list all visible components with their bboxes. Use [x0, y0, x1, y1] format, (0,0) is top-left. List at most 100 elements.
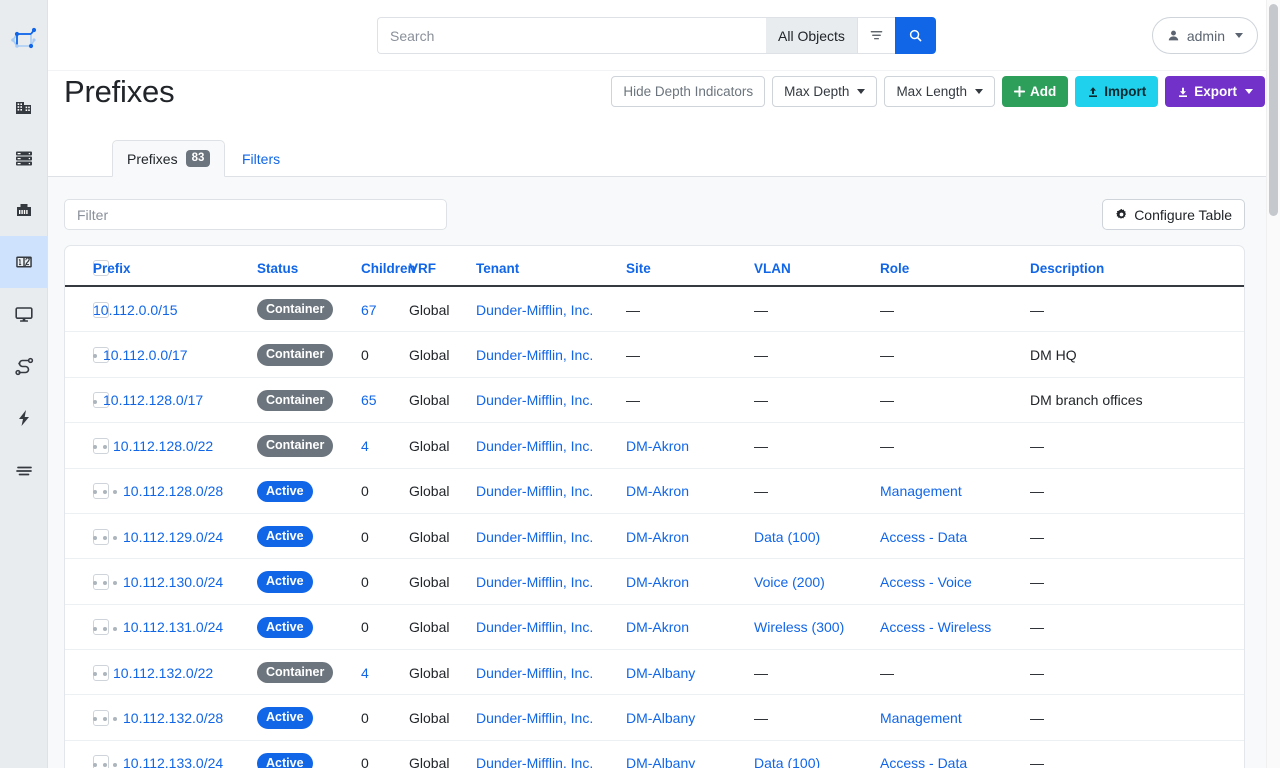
- cell-role-link[interactable]: Access - Data: [880, 755, 968, 768]
- search-filter-button[interactable]: [856, 17, 895, 54]
- configure-table-button[interactable]: Configure Table: [1102, 199, 1245, 230]
- cell-vlan-link[interactable]: Data (100): [754, 755, 821, 768]
- object-scope-select[interactable]: All Objects: [766, 17, 857, 54]
- sidebar-item-devices[interactable]: [0, 132, 47, 184]
- cell-tenant-link[interactable]: Dunder-Mifflin, Inc.: [476, 573, 594, 590]
- column-header-site[interactable]: Site: [626, 246, 754, 287]
- children-count-link[interactable]: 67: [361, 301, 377, 318]
- children-count-link[interactable]: 4: [361, 664, 369, 681]
- cell-vlan-link[interactable]: Wireless (300): [754, 619, 845, 636]
- cell-status: Active: [257, 604, 361, 651]
- filter-input[interactable]: [64, 199, 447, 230]
- table-row: 10.112.132.0/28 Active 0 Global Dunder-Miffl…: [65, 694, 1244, 741]
- row-select-cell: [65, 604, 109, 651]
- cell-role-link[interactable]: Management: [880, 710, 962, 727]
- prefix-link[interactable]: 10.112.132.0/28: [123, 710, 224, 727]
- children-count-link[interactable]: 65: [361, 392, 377, 409]
- prefix-link[interactable]: 10.112.131.0/24: [123, 619, 224, 636]
- column-header-prefix[interactable]: Prefix: [93, 246, 257, 287]
- depth-dot-icon: [103, 581, 107, 586]
- max-depth-dropdown[interactable]: Max Depth: [772, 76, 878, 107]
- cell-site-link[interactable]: DM-Akron: [626, 437, 690, 454]
- column-header-vlan[interactable]: VLAN: [754, 246, 880, 287]
- cell-site-link[interactable]: DM-Albany: [626, 664, 696, 681]
- column-header-description[interactable]: Description: [1030, 246, 1244, 287]
- cell-vlan-link[interactable]: Data (100): [754, 528, 821, 545]
- depth-dot-icon: [103, 626, 107, 631]
- cell-tenant-link[interactable]: Dunder-Mifflin, Inc.: [476, 483, 594, 500]
- column-header-tenant[interactable]: Tenant: [476, 246, 626, 287]
- column-header-vrf[interactable]: VRF: [409, 246, 476, 287]
- row-select-cell: [65, 558, 109, 605]
- sidebar-item-other[interactable]: [0, 444, 47, 496]
- cell-tenant-link[interactable]: Dunder-Mifflin, Inc.: [476, 347, 594, 364]
- cell-tenant-link[interactable]: Dunder-Mifflin, Inc.: [476, 664, 594, 681]
- depth-dot-icon: [93, 717, 97, 722]
- netbox-logo[interactable]: [0, 0, 47, 80]
- cell-tenant-link[interactable]: Dunder-Mifflin, Inc.: [476, 392, 594, 409]
- cell-site: DM-Albany: [626, 694, 754, 741]
- sidebar-item-power[interactable]: [0, 392, 47, 444]
- cell-role: Management: [880, 694, 1030, 741]
- prefix-link[interactable]: 10.112.132.0/22: [113, 664, 214, 681]
- cell-site-link[interactable]: DM-Akron: [626, 528, 690, 545]
- column-header-role[interactable]: Role: [880, 246, 1030, 287]
- sidebar: [0, 0, 48, 768]
- export-button[interactable]: Export: [1165, 76, 1265, 107]
- server-rack-icon: [15, 151, 32, 166]
- depth-dot-icon: [113, 581, 117, 586]
- cell-role-link[interactable]: Access - Voice: [880, 573, 972, 590]
- prefix-link[interactable]: 10.112.130.0/24: [123, 573, 224, 590]
- cell-tenant-link[interactable]: Dunder-Mifflin, Inc.: [476, 710, 594, 727]
- prefix-link[interactable]: 10.112.0.0/15: [93, 301, 178, 318]
- sidebar-item-circuits[interactable]: [0, 340, 47, 392]
- cell-vlan-link[interactable]: Voice (200): [754, 573, 825, 590]
- prefix-link[interactable]: 10.112.128.0/28: [123, 483, 224, 500]
- tab-prefixes[interactable]: Prefixes 83: [112, 140, 226, 177]
- max-length-dropdown[interactable]: Max Length: [884, 76, 995, 107]
- user-menu-button[interactable]: admin: [1151, 17, 1258, 54]
- tab-filters[interactable]: Filters: [228, 140, 294, 177]
- cell-role: —: [880, 331, 1030, 378]
- prefix-link[interactable]: 10.112.133.0/24: [123, 755, 224, 768]
- add-button[interactable]: Add: [1001, 76, 1069, 107]
- prefix-link[interactable]: 10.112.128.0/22: [113, 437, 214, 454]
- cell-site-link[interactable]: DM-Albany: [626, 755, 696, 768]
- cell-vlan: —: [754, 422, 880, 469]
- cell-site-link[interactable]: DM-Akron: [626, 483, 690, 500]
- cell-vrf: Global: [409, 604, 476, 651]
- table-row: 10.112.128.0/28 Active 0 Global Dunder-Miffl…: [65, 468, 1244, 514]
- sidebar-item-organization[interactable]: [0, 80, 47, 132]
- column-header-children[interactable]: Children: [361, 246, 416, 287]
- cell-role-link[interactable]: Access - Data: [880, 528, 968, 545]
- cell-tenant-link[interactable]: Dunder-Mifflin, Inc.: [476, 528, 594, 545]
- prefix-link[interactable]: 10.112.128.0/17: [103, 392, 204, 409]
- search-submit-button[interactable]: [894, 17, 936, 54]
- cell-site-link[interactable]: DM-Akron: [626, 619, 690, 636]
- children-count-link[interactable]: 4: [361, 437, 369, 454]
- cell-tenant-link[interactable]: Dunder-Mifflin, Inc.: [476, 301, 594, 318]
- chevron-down-icon: [1235, 33, 1243, 38]
- search-input[interactable]: [377, 17, 766, 54]
- cell-role-link[interactable]: Management: [880, 483, 962, 500]
- prefix-link[interactable]: 10.112.129.0/24: [123, 528, 224, 545]
- sidebar-item-connections[interactable]: [0, 184, 47, 236]
- sidebar-item-virtualization[interactable]: [0, 288, 47, 340]
- hide-depth-indicators-label: Hide Depth Indicators: [623, 84, 754, 99]
- cell-tenant-link[interactable]: Dunder-Mifflin, Inc.: [476, 619, 594, 636]
- cell-vlan: —: [754, 468, 880, 514]
- row-select-cell: [65, 422, 109, 469]
- cell-site-link[interactable]: DM-Akron: [626, 573, 690, 590]
- cell-tenant-link[interactable]: Dunder-Mifflin, Inc.: [476, 437, 594, 454]
- sidebar-item-ipam[interactable]: [0, 236, 47, 288]
- cell-tenant-link[interactable]: Dunder-Mifflin, Inc.: [476, 755, 594, 768]
- page-scrollbar-thumb[interactable]: [1269, 4, 1278, 216]
- page-scrollbar[interactable]: [1266, 0, 1280, 768]
- cell-tenant: Dunder-Mifflin, Inc.: [476, 740, 626, 768]
- prefix-link[interactable]: 10.112.0.0/17: [103, 347, 188, 364]
- cell-role-link[interactable]: Access - Wireless: [880, 619, 992, 636]
- cell-site-link[interactable]: DM-Albany: [626, 710, 696, 727]
- column-header-status[interactable]: Status: [257, 246, 361, 287]
- hide-depth-indicators-button[interactable]: Hide Depth Indicators: [611, 76, 766, 107]
- import-button[interactable]: Import: [1075, 76, 1159, 107]
